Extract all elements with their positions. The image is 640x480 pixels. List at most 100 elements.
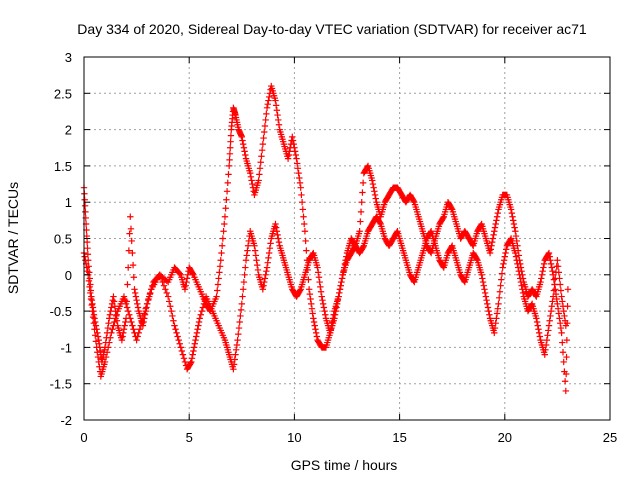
data-point-marker — [564, 286, 572, 293]
data-point-marker — [545, 322, 553, 329]
data-point-marker — [342, 257, 349, 264]
data-point-marker — [547, 312, 554, 320]
data-point-marker — [164, 293, 172, 300]
data-point-marker — [189, 351, 196, 358]
data-point-marker — [198, 307, 206, 315]
data-point-marker — [340, 267, 347, 275]
axis-ticks: 0 5 10 15 20 25 -2 -1.5 -1 -0.5 0 0.5 1 1.5 2 2.5 3 — [50, 50, 618, 445]
data-point-marker — [110, 322, 117, 329]
data-point-marker — [541, 351, 548, 358]
data-point-marker — [267, 240, 274, 247]
data-point-marker — [264, 259, 271, 266]
data-point-marker — [242, 151, 249, 159]
data-point-marker — [92, 338, 100, 345]
data-point-marker — [439, 214, 447, 222]
data-point-marker — [509, 213, 516, 220]
data-point-marker — [183, 275, 191, 282]
data-point-marker — [123, 304, 131, 311]
data-point-marker — [562, 370, 570, 378]
data-point-marker — [291, 144, 298, 151]
data-point-marker — [535, 326, 542, 333]
data-point-marker — [410, 197, 417, 205]
data-point-marker — [262, 271, 269, 278]
y-tick-label: -2 — [60, 413, 72, 428]
data-point-marker — [168, 307, 175, 315]
data-point-marker — [339, 271, 346, 278]
data-point-marker — [511, 224, 518, 231]
data-point-marker — [254, 266, 262, 274]
data-point-marker — [82, 257, 89, 264]
data-point-marker — [486, 249, 494, 257]
data-point-marker — [501, 253, 508, 260]
data-point-marker — [296, 179, 304, 187]
data-point-marker — [191, 340, 199, 347]
data-point-marker — [163, 289, 170, 297]
data-point-marker — [216, 269, 223, 276]
data-point-marker — [340, 264, 348, 271]
data-point-marker — [239, 137, 246, 144]
data-point-marker — [545, 327, 552, 334]
data-point-marker — [85, 277, 93, 285]
data-point-marker — [315, 274, 323, 281]
y-tick-label: -0.5 — [50, 304, 72, 319]
data-point-marker — [247, 169, 254, 177]
x-tick-label: 0 — [80, 430, 87, 445]
data-point-marker — [561, 312, 568, 320]
data-point-marker — [563, 353, 570, 361]
data-point-marker — [491, 228, 498, 235]
data-point-marker — [257, 159, 264, 166]
data-point-marker — [106, 339, 113, 346]
x-tick-label: 5 — [186, 430, 193, 445]
data-point-marker — [157, 275, 165, 282]
data-point-marker — [557, 320, 564, 327]
data-point-marker — [87, 295, 95, 303]
data-point-marker — [254, 261, 261, 269]
x-axis-label: GPS time / hours — [291, 457, 398, 473]
data-point-marker — [243, 252, 250, 259]
data-point-marker — [190, 344, 198, 351]
data-point-marker — [533, 315, 540, 322]
data-point-marker — [227, 132, 235, 139]
data-point-marker — [227, 144, 234, 151]
data-point-marker — [187, 359, 194, 367]
data-point-marker — [296, 287, 304, 294]
data-point-marker — [224, 179, 231, 187]
y-tick-label: 0 — [65, 268, 72, 283]
data-point-marker — [540, 264, 547, 271]
data-point-marker — [225, 171, 232, 178]
data-point-marker — [486, 311, 493, 318]
data-point-marker — [106, 315, 113, 322]
data-point-marker — [448, 205, 455, 212]
data-point-marker — [547, 307, 555, 315]
data-point-marker — [482, 293, 490, 300]
data-point-marker — [193, 329, 201, 337]
data-point-marker — [273, 228, 281, 235]
data-point-marker — [92, 332, 99, 339]
data-point-marker — [296, 174, 303, 182]
data-point-marker — [221, 220, 228, 228]
data-point-marker — [478, 271, 485, 278]
data-point-marker — [89, 307, 96, 315]
data-point-marker — [493, 310, 501, 317]
data-point-marker — [251, 247, 259, 254]
data-point-marker — [320, 304, 328, 311]
data-point-marker — [223, 188, 231, 195]
data-point-marker — [134, 333, 141, 340]
data-point-marker — [91, 326, 98, 333]
data-point-marker — [88, 301, 95, 309]
data-point-marker — [273, 107, 281, 114]
data-point-marker — [535, 329, 543, 337]
data-point-marker — [261, 128, 268, 136]
data-point-marker — [263, 104, 271, 112]
data-point-marker — [519, 289, 527, 297]
data-point-marker — [517, 278, 525, 286]
data-point-marker — [338, 275, 346, 282]
y-tick-label: 2.5 — [54, 86, 72, 101]
data-point-marker — [118, 336, 126, 344]
data-point-marker — [130, 274, 137, 281]
data-point-marker — [540, 260, 548, 268]
data-point-marker — [124, 264, 132, 271]
data-point-marker — [301, 228, 309, 235]
data-point-marker — [532, 292, 539, 299]
data-point-marker — [232, 346, 240, 354]
